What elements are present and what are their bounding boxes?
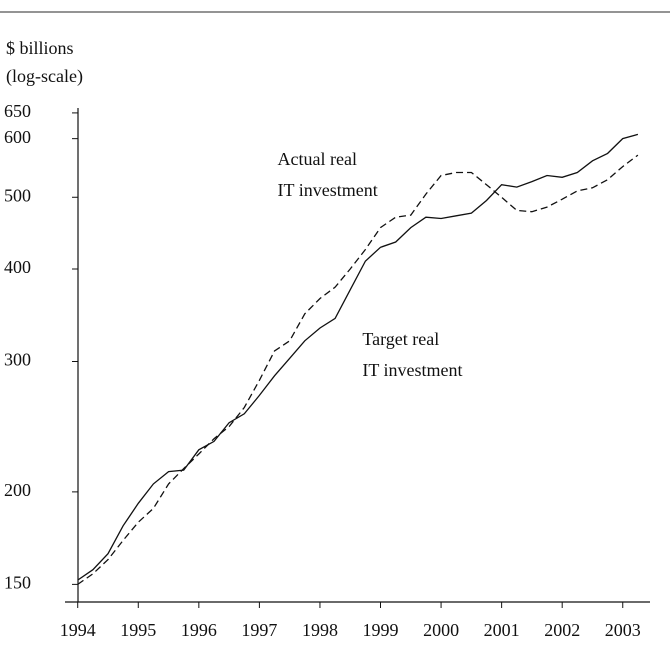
x-tick-label: 2000	[423, 620, 459, 640]
annotation: Target real	[362, 329, 439, 349]
x-tick-label: 2003	[605, 620, 641, 640]
y-tick-label: 150	[4, 573, 31, 593]
y-tick-label: 200	[4, 480, 31, 500]
annotation: IT investment	[278, 180, 378, 200]
annotation: Actual real	[278, 149, 357, 169]
y-tick-label: 600	[4, 127, 31, 147]
y-tick-label: 500	[4, 185, 31, 205]
y-tick-label: 300	[4, 350, 31, 370]
x-tick-label: 1995	[120, 620, 156, 640]
y-axis-label: $ billions	[6, 38, 74, 58]
x-tick-label: 1998	[302, 620, 338, 640]
x-tick-label: 1996	[181, 620, 217, 640]
x-tick-label: 1999	[363, 620, 399, 640]
y-axis-label: (log-scale)	[6, 66, 83, 87]
x-tick-label: 2002	[544, 620, 580, 640]
x-tick-label: 2001	[484, 620, 520, 640]
series-line	[77, 154, 639, 585]
x-tick-label: 1994	[60, 620, 96, 640]
y-tick-label: 650	[4, 101, 31, 121]
annotation: IT investment	[362, 360, 462, 380]
y-tick-label: 400	[4, 257, 31, 277]
x-tick-label: 1997	[241, 620, 277, 640]
series-line	[77, 133, 639, 581]
